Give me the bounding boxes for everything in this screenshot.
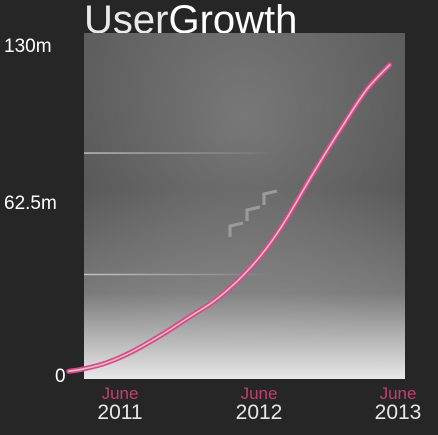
y-tick-label: 0 bbox=[55, 366, 66, 387]
y-tick-label: 62.5m bbox=[4, 193, 57, 214]
series-line-core bbox=[67, 64, 391, 373]
reference-line bbox=[84, 152, 274, 154]
plot-area-glow bbox=[84, 33, 405, 379]
reference-line bbox=[84, 273, 274, 276]
x-tick-month-label: June bbox=[102, 384, 139, 403]
x-tick-year-label: 2013 bbox=[375, 401, 422, 424]
chevron-up-right-icon bbox=[245, 205, 261, 221]
x-tick-year-label: 2011 bbox=[97, 401, 142, 424]
series-group bbox=[66, 62, 393, 374]
x-tick-month-label: June bbox=[380, 384, 417, 403]
growth-chevrons bbox=[228, 189, 278, 237]
reference-lines bbox=[84, 152, 274, 276]
x-tick-year-label: 2012 bbox=[236, 401, 283, 424]
x-tick-month-label: June bbox=[241, 384, 278, 403]
chevron-up-right-icon bbox=[228, 221, 244, 237]
y-axis: 0 62.5m 130m bbox=[4, 36, 66, 387]
chevron-up-right-icon bbox=[262, 189, 278, 205]
y-tick-label: 130m bbox=[4, 36, 52, 57]
